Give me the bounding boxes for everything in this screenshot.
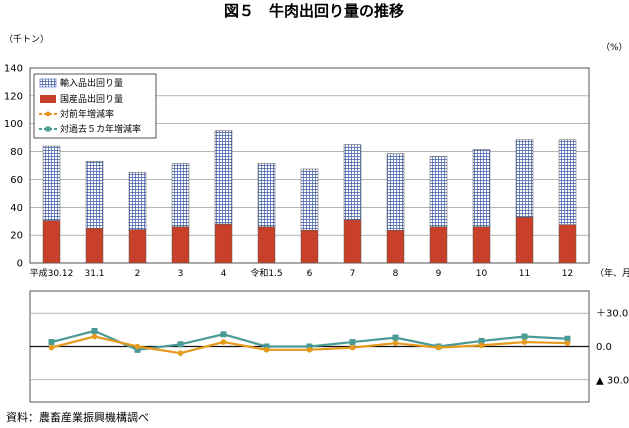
x-tick-label: 2 bbox=[135, 269, 141, 279]
bar-domestic bbox=[386, 230, 405, 264]
point-year-over-year bbox=[478, 342, 485, 349]
x-tick-label: 平成30.12 bbox=[30, 267, 74, 279]
bar-domestic bbox=[429, 226, 448, 264]
legend-label-5yr: 対過去５カ年増減率 bbox=[60, 123, 141, 135]
bar-domestic bbox=[85, 227, 104, 264]
bar-import bbox=[85, 161, 104, 229]
bar-y-tick-label: 40 bbox=[10, 203, 23, 214]
bar-domestic bbox=[42, 220, 61, 264]
bar-domestic bbox=[128, 229, 147, 264]
bar-domestic bbox=[257, 226, 276, 264]
line-series bbox=[48, 327, 571, 356]
bar-y-tick-label: 120 bbox=[4, 91, 23, 102]
bar-import bbox=[429, 156, 448, 228]
bar-y-tick-label: 60 bbox=[10, 175, 23, 186]
bar-y-tick-label: 20 bbox=[10, 231, 23, 242]
point-five-year bbox=[91, 327, 98, 334]
source-note: 資料：農畜産業振興機構調べ bbox=[6, 410, 149, 424]
x-tick-label: 12 bbox=[562, 269, 573, 279]
x-tick-label: 6 bbox=[307, 269, 313, 279]
bar-series bbox=[42, 130, 577, 264]
point-year-over-year bbox=[91, 333, 98, 340]
point-year-over-year bbox=[263, 347, 270, 353]
bar-y-tick-label: 80 bbox=[10, 147, 23, 158]
x-tick-label: 11 bbox=[519, 269, 530, 279]
point-year-over-year bbox=[48, 344, 55, 351]
point-five-year bbox=[220, 331, 227, 338]
legend-label-domestic: 国産品出回り量 bbox=[60, 93, 123, 105]
line-y-tick-label: ＋30.0 bbox=[596, 309, 628, 320]
legend-swatch-import bbox=[39, 78, 57, 88]
point-five-year bbox=[48, 339, 55, 346]
x-tick-label: 10 bbox=[476, 269, 488, 279]
point-year-over-year bbox=[220, 339, 227, 345]
point-five-year bbox=[134, 346, 141, 353]
bar-import bbox=[214, 130, 233, 225]
chart-title: 図５ 牛肉出回り量の推移 bbox=[224, 2, 404, 20]
bar-import bbox=[515, 139, 534, 218]
bar-y-tick-label: 140 bbox=[4, 64, 23, 75]
bar-import bbox=[558, 139, 577, 225]
bar-import bbox=[42, 145, 61, 221]
bar-import bbox=[472, 149, 491, 228]
point-year-over-year bbox=[134, 343, 141, 350]
point-five-year bbox=[564, 335, 571, 342]
bar-domestic bbox=[343, 219, 362, 264]
legend-label-import: 輸入品出回り量 bbox=[60, 77, 123, 89]
bar-domestic bbox=[472, 226, 491, 264]
point-year-over-year bbox=[306, 347, 313, 353]
bar-import bbox=[343, 144, 362, 221]
legend-marker-yoy bbox=[45, 111, 51, 117]
bar-domestic bbox=[515, 216, 534, 264]
bar-domestic bbox=[171, 226, 190, 264]
bar-domestic bbox=[214, 223, 233, 264]
line-y-tick-labels: ＋30.0 0.0 ▲ 30.0 bbox=[596, 309, 629, 387]
point-five-year bbox=[521, 333, 528, 340]
right-unit-label: （%） bbox=[601, 42, 628, 53]
point-five-year bbox=[349, 339, 356, 346]
legend: 輸入品出回り量 国産品出回り量 対前年増減率 対過去５カ年増減率 bbox=[33, 73, 157, 139]
bar-y-tick-label: 100 bbox=[4, 119, 23, 130]
point-five-year bbox=[478, 337, 485, 344]
point-year-over-year bbox=[392, 340, 399, 346]
legend-marker-5yr bbox=[45, 126, 51, 132]
bar-domestic bbox=[558, 224, 577, 264]
bar-import bbox=[128, 172, 147, 230]
bar-domestic bbox=[300, 230, 319, 264]
bar-y-tick-label: 0 bbox=[17, 259, 23, 270]
point-year-over-year bbox=[349, 344, 356, 351]
x-tick-label: 令和1.5 bbox=[250, 267, 282, 279]
line-y-tick-label: ▲ 30.0 bbox=[596, 375, 629, 386]
x-tick-label: 8 bbox=[393, 269, 399, 279]
legend-label-yoy: 対前年増減率 bbox=[60, 108, 114, 120]
point-year-over-year bbox=[564, 340, 571, 346]
point-five-year bbox=[306, 343, 313, 350]
bar-import bbox=[386, 153, 405, 231]
point-year-over-year bbox=[435, 344, 442, 351]
x-tick-label: 4 bbox=[221, 269, 227, 279]
bar-import bbox=[257, 163, 276, 228]
x-tick-label: 9 bbox=[436, 269, 442, 279]
left-unit-label: （千トン） bbox=[4, 34, 49, 45]
point-five-year bbox=[392, 334, 399, 341]
x-tick-labels: 平成30.12 31.1 2 3 4 令和1.5 6 7 8 9 10 11 12 bbox=[30, 267, 574, 279]
x-tick-label: 3 bbox=[178, 269, 184, 279]
bar-import bbox=[171, 163, 190, 228]
x-tick-label: 7 bbox=[350, 269, 356, 279]
x-unit-label: （年、月） bbox=[595, 267, 629, 279]
bar-y-tick-labels: 0 20 40 60 80 100 120 140 bbox=[4, 64, 23, 270]
x-tick-label: 31.1 bbox=[84, 269, 104, 279]
point-year-over-year bbox=[177, 350, 184, 356]
legend-box bbox=[33, 73, 157, 139]
legend-swatch-domestic bbox=[40, 95, 56, 103]
bar-import bbox=[300, 168, 319, 231]
point-five-year bbox=[177, 341, 184, 348]
line-y-tick-label: 0.0 bbox=[596, 342, 612, 353]
point-five-year bbox=[263, 343, 270, 350]
point-year-over-year bbox=[521, 339, 528, 345]
